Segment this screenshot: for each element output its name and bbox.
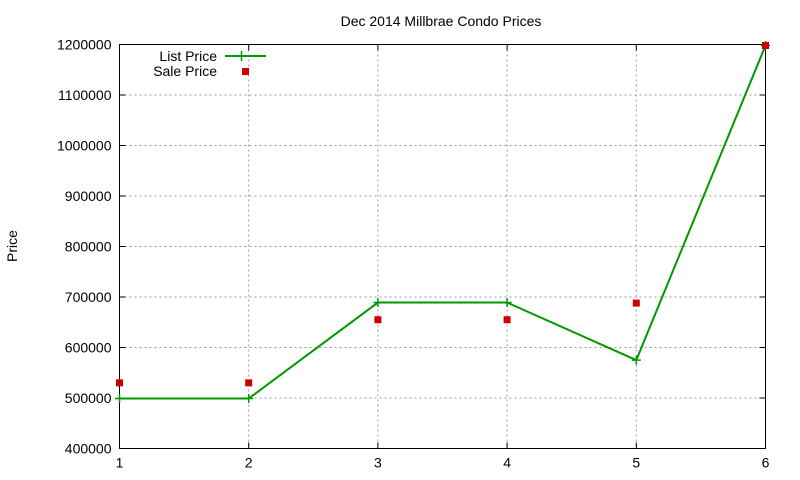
y-tick-label: 900000 <box>65 188 112 204</box>
sale-price-point <box>245 379 253 387</box>
list-price-point <box>373 298 383 308</box>
x-tick-label: 5 <box>632 455 640 471</box>
y-tick-label: 400000 <box>65 441 112 457</box>
legend-label-sale-price: Sale Price <box>153 63 217 79</box>
x-tick-label: 6 <box>762 455 770 471</box>
legend-label-list-price: List Price <box>159 48 217 64</box>
sale-price-point <box>116 379 123 387</box>
chart-title: Dec 2014 Millbrae Condo Prices <box>341 13 542 29</box>
sale-price-point <box>632 299 640 307</box>
grid-lines <box>119 44 766 449</box>
x-tick-label: 2 <box>245 455 253 471</box>
list-price-point <box>115 394 124 404</box>
y-tick-label: 500000 <box>65 390 112 406</box>
list-price-line <box>119 45 767 400</box>
y-tick-label: 700000 <box>65 289 112 305</box>
y-ticks: 400000 500000 600000 700000 800000 900000 1000… <box>57 37 766 457</box>
y-tick-label: 1000000 <box>57 138 112 154</box>
list-price-point <box>502 298 512 308</box>
x-tick-label: 4 <box>503 455 511 471</box>
y-tick-label: 1100000 <box>58 87 112 103</box>
series-layer <box>115 41 770 404</box>
legend-marker-sale-price <box>242 68 249 75</box>
y-tick-label: 600000 <box>65 340 112 356</box>
x-tick-label: 3 <box>374 455 382 471</box>
x-ticks: 1 2 3 4 5 6 <box>116 44 770 471</box>
y-tick-label: 1200000 <box>57 37 112 53</box>
x-tick-label: 1 <box>116 455 124 471</box>
y-axis-label: Price <box>4 230 20 262</box>
sale-price-point <box>374 316 382 324</box>
y-tick-label: 800000 <box>65 239 112 255</box>
sale-price-point <box>503 316 511 324</box>
legend: List Price Sale Price <box>153 48 266 79</box>
list-price-point <box>631 355 641 365</box>
sale-price-point <box>762 42 769 50</box>
list-price-point <box>244 394 254 404</box>
legend-marker-list-price <box>236 51 247 61</box>
